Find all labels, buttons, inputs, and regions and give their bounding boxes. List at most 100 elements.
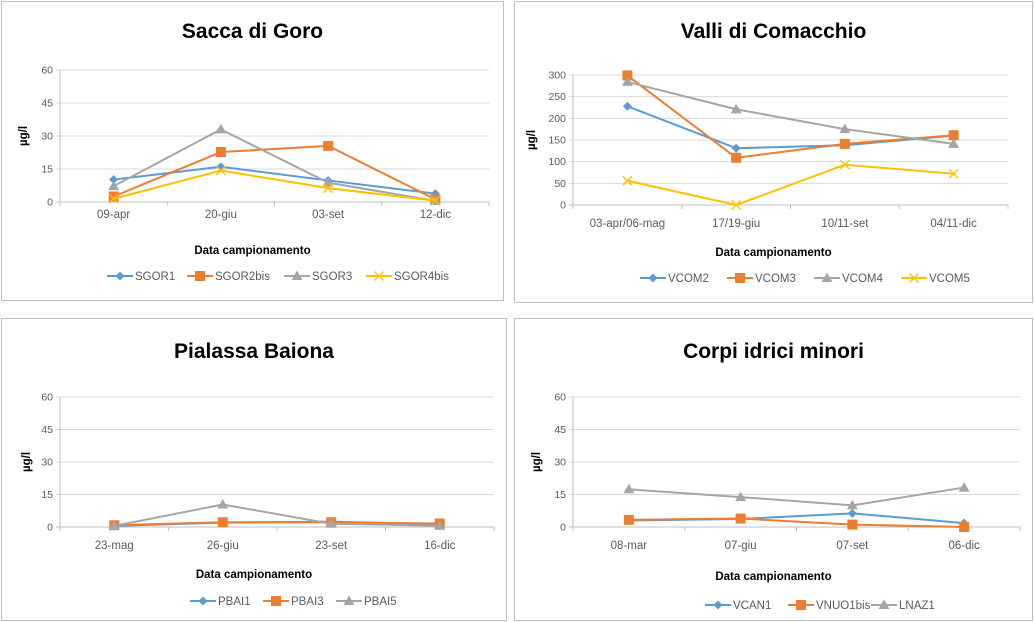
legend-label: PBAI5 [364, 596, 397, 608]
legend-label: SGOR4bis [394, 271, 449, 283]
y-tick-label: 60 [554, 392, 566, 404]
y-tick-label: 30 [41, 457, 53, 469]
data-point [846, 499, 858, 510]
legend-label: SGOR2bis [215, 271, 270, 283]
series-LNAZ1 [623, 482, 970, 510]
legend-marker [909, 273, 919, 283]
legend-marker [343, 595, 355, 605]
x-tick-label: 04/11-dic [930, 218, 977, 230]
legend-item: SGOR3 [284, 270, 352, 283]
data-point [215, 147, 226, 158]
legend-item: PBAI5 [336, 595, 397, 608]
x-tick-label: 03-set [312, 209, 345, 221]
legend-item: VCAN1 [705, 600, 771, 612]
data-point [108, 520, 120, 530]
chart-panel-valli-di-comacchio: Valli di Comacchio 0 50 100 150 200 250 300 03-a… [514, 1, 1033, 303]
data-point [847, 508, 857, 518]
data-point [621, 76, 633, 86]
x-tick-label: 20-giu [205, 209, 237, 221]
chart-svg: Sacca di Goro 0 15 30 45 60 09-apr 20-giu 03-set… [18, 20, 490, 283]
data-point [109, 175, 119, 185]
legend-marker [291, 270, 303, 280]
x-tick-label: 16-dic [424, 540, 456, 552]
y-tick-label: 0 [560, 522, 566, 534]
data-point [108, 180, 120, 191]
y-tick-label: 15 [41, 489, 53, 501]
data-point [847, 519, 858, 530]
y-tick-label: 0 [47, 197, 53, 209]
legend-marker [115, 271, 125, 281]
data-point [215, 165, 226, 176]
series-line [113, 169, 436, 202]
y-tick-label: 250 [548, 91, 566, 103]
y-tick-label: 200 [548, 113, 566, 125]
data-point [839, 123, 851, 134]
y-tick-label: 100 [548, 156, 566, 168]
legend-marker [713, 600, 723, 610]
chart-panel-corpi-idrici-minori: Corpi idrici minori 0 15 30 45 60 08-mar 07-giu… [514, 318, 1033, 621]
legend-marker [271, 596, 281, 606]
legend-item: SGOR2bis [187, 271, 270, 283]
legend-label: VNUO1bis [816, 600, 871, 612]
x-axis-title: Data campionamento [715, 247, 831, 259]
legend-label: VCAN1 [733, 600, 771, 612]
data-point [731, 143, 741, 153]
legend-item: VCOM4 [814, 272, 884, 285]
data-point [217, 517, 228, 528]
legend-label: VCOM2 [668, 273, 709, 285]
series-line [114, 503, 440, 527]
data-point [839, 138, 850, 149]
series-line [113, 144, 436, 201]
data-point [731, 152, 742, 163]
series-VCAN1 [624, 508, 969, 528]
data-point [948, 130, 959, 141]
series-line [113, 165, 436, 195]
chart-svg: Valli di Comacchio 0 50 100 150 200 250 300 03-a… [526, 20, 1009, 285]
x-tick-label: 07-giu [725, 540, 757, 552]
series-PBAI5 [108, 498, 446, 530]
chart-panel-sacca-di-goro: Sacca di Goro 0 15 30 45 60 09-apr 20-giu 03-set… [1, 1, 504, 301]
y-tick-label: 60 [41, 392, 53, 404]
data-point [622, 101, 632, 111]
data-point [622, 175, 633, 186]
x-tick-label: 23-set [315, 540, 348, 552]
y-axis-title: µg/l [526, 130, 538, 150]
data-point [215, 123, 227, 134]
data-point [325, 518, 337, 528]
legend-marker [198, 596, 208, 606]
series-line [626, 74, 954, 159]
legend-label: VCOM4 [842, 273, 884, 285]
y-axis-title: µg/l [18, 126, 30, 146]
x-axis-title: Data campionamento [194, 245, 310, 257]
data-point [108, 193, 119, 204]
chart-svg: Pialassa Baiona 0 15 30 45 60 23-mag 26-giu 23-s… [21, 340, 495, 608]
y-tick-label: 30 [41, 131, 53, 143]
legend-label: LNAZ1 [899, 600, 935, 612]
series-SGOR4bis [108, 165, 441, 206]
legend-item: VNUO1bis [788, 600, 871, 612]
y-axis-title: µg/l [21, 452, 33, 472]
legend-label: VCOM5 [929, 273, 970, 285]
series-line [628, 517, 965, 528]
series-line [628, 486, 965, 507]
data-point [622, 70, 633, 81]
x-tick-label: 17/19-giu [712, 218, 760, 230]
y-tick-label: 0 [560, 200, 566, 212]
y-tick-label: 30 [554, 457, 566, 469]
y-tick-label: 50 [554, 178, 566, 190]
legend-item: VCOM2 [640, 273, 709, 285]
y-tick-label: 45 [41, 424, 53, 436]
data-point [730, 103, 742, 114]
data-point [623, 483, 635, 494]
legend-item: VCOM3 [727, 273, 796, 285]
legend-label: VCOM3 [755, 273, 796, 285]
legend-marker [878, 599, 890, 609]
data-point [839, 159, 850, 170]
data-point [731, 200, 742, 210]
data-point [323, 140, 334, 151]
x-axis-title: Data campionamento [715, 571, 831, 583]
legend-marker [648, 273, 658, 283]
legend-item: LNAZ1 [871, 599, 935, 612]
chart-title: Corpi idrici minori [683, 340, 864, 363]
y-tick-label: 45 [554, 424, 566, 436]
